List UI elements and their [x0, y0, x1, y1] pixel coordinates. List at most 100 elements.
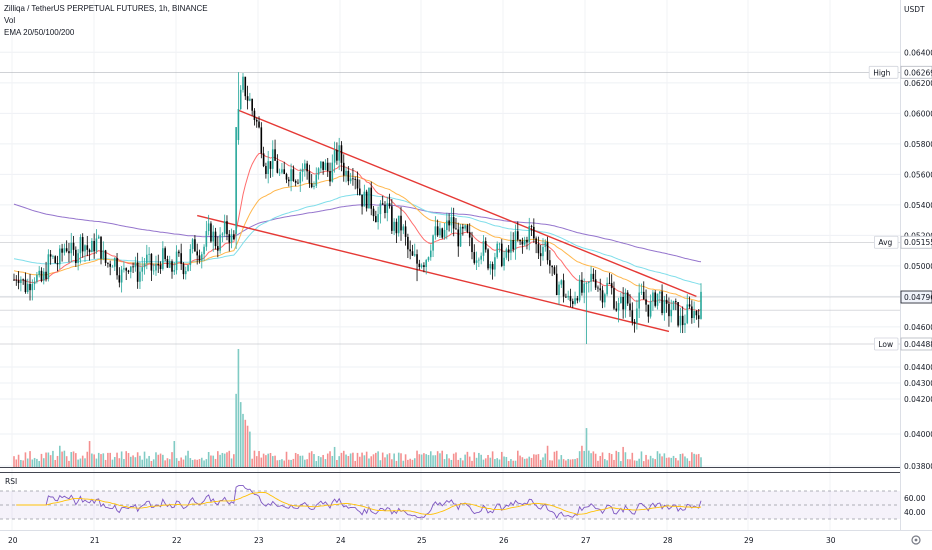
- time-tick-label: 22: [172, 536, 182, 545]
- candle-body: [84, 245, 86, 252]
- volume-bar: [478, 452, 480, 467]
- low-badge-value-box: [900, 337, 932, 351]
- candle-body: [519, 239, 521, 242]
- candle-body: [480, 255, 482, 260]
- candle-body: [214, 231, 217, 247]
- candle-body: [59, 248, 61, 265]
- volume-bar: [217, 451, 219, 467]
- volume-bar: [429, 451, 432, 467]
- volume-bar: [645, 454, 647, 467]
- candle-body: [620, 297, 622, 304]
- volume-bar: [88, 441, 91, 467]
- candle-body: [688, 304, 691, 307]
- volume-bar: [301, 455, 304, 467]
- volume-bar: [695, 454, 698, 467]
- avg-badge-label: Avg: [878, 238, 892, 247]
- symbol-title[interactable]: Zilliqa / TetherUS PERPETUAL FUTURES, 1h…: [4, 4, 208, 13]
- candle-body: [81, 237, 84, 252]
- volume-bar: [487, 454, 489, 467]
- rsi-ma-line: [16, 491, 702, 515]
- vol-legend[interactable]: Vol: [4, 16, 16, 25]
- trendlines[interactable]: [197, 109, 697, 333]
- candle-body: [77, 253, 79, 264]
- candle-body: [54, 256, 57, 264]
- volume-bar: [542, 457, 544, 467]
- candle-body: [675, 301, 677, 303]
- candle-body: [24, 279, 27, 293]
- candle-body: [196, 251, 198, 256]
- candle-body: [517, 231, 519, 240]
- trendline[interactable]: [238, 109, 697, 298]
- candle-body: [693, 310, 695, 319]
- candle-body: [395, 221, 398, 234]
- candle-body: [159, 265, 162, 269]
- time-tick-label: 29: [744, 536, 754, 545]
- volume-bar: [503, 456, 505, 467]
- candle-body: [228, 234, 231, 243]
- volume-bar: [640, 451, 643, 467]
- candle-body: [342, 162, 345, 176]
- candle-body: [356, 179, 359, 189]
- candle-body: [33, 281, 36, 285]
- candle-body: [118, 275, 121, 283]
- candle-body: [514, 231, 517, 250]
- candle-body: [393, 221, 395, 231]
- volume-bar: [395, 460, 398, 467]
- candle-body: [489, 264, 492, 269]
- volume-bar: [626, 459, 629, 467]
- candle-body: [91, 240, 93, 253]
- candle-body: [56, 263, 59, 265]
- candle-body: [365, 191, 368, 209]
- candle-body: [592, 273, 595, 280]
- candle-body: [601, 290, 604, 303]
- volume-bar: [230, 458, 233, 467]
- candle-body: [507, 249, 510, 253]
- volume-bar: [615, 450, 618, 467]
- candle-body: [168, 261, 171, 268]
- candle-body: [320, 161, 322, 169]
- volume-bar: [583, 450, 586, 467]
- candle-body: [420, 265, 423, 268]
- price-axis[interactable]: 0.06400 0.06200 0.06000 0.05800 0.05600 0.054…: [868, 48, 932, 517]
- candle-body: [136, 262, 139, 282]
- candle-body: [542, 246, 544, 257]
- candle-body: [68, 251, 70, 254]
- candle-body: [571, 301, 574, 304]
- candle-body: [425, 260, 427, 268]
- candle-body: [384, 204, 386, 214]
- volume-bar: [569, 459, 572, 467]
- volume-bar: [578, 451, 581, 467]
- candles: [13, 72, 702, 344]
- volume-bar: [196, 459, 198, 467]
- settings-icon[interactable]: [911, 535, 921, 545]
- candle-body: [148, 253, 150, 255]
- volume-bar: [462, 460, 464, 467]
- volume-bar: [496, 458, 498, 467]
- volume-bar: [155, 452, 157, 467]
- time-axis[interactable]: 20 21 22 23 24 25 26 27 28 29 30: [8, 535, 921, 545]
- volume-bar: [642, 461, 645, 467]
- volume-bar: [175, 458, 178, 467]
- ema-legend[interactable]: EMA 20/50/100/200: [4, 28, 75, 37]
- volume-bar: [79, 458, 82, 467]
- price-tick-label: 0.06400: [904, 48, 932, 57]
- trendline[interactable]: [197, 214, 670, 333]
- volume-bar: [551, 460, 553, 467]
- volume-bar: [342, 450, 345, 467]
- candle-body: [475, 260, 478, 263]
- volume-bar: [535, 454, 537, 467]
- volume-bar: [212, 455, 215, 467]
- candle-body: [129, 266, 132, 272]
- volume-bar: [77, 459, 79, 467]
- volume-bar: [42, 458, 45, 467]
- volume-bar: [480, 454, 482, 467]
- time-tick-label: 28: [663, 536, 673, 545]
- candle-body: [212, 231, 215, 242]
- candle-body: [171, 261, 173, 272]
- candle-body: [512, 240, 515, 250]
- candle-body: [292, 169, 295, 181]
- candle-body: [656, 293, 659, 306]
- candle-body: [574, 298, 576, 304]
- volume-bar: [182, 459, 185, 467]
